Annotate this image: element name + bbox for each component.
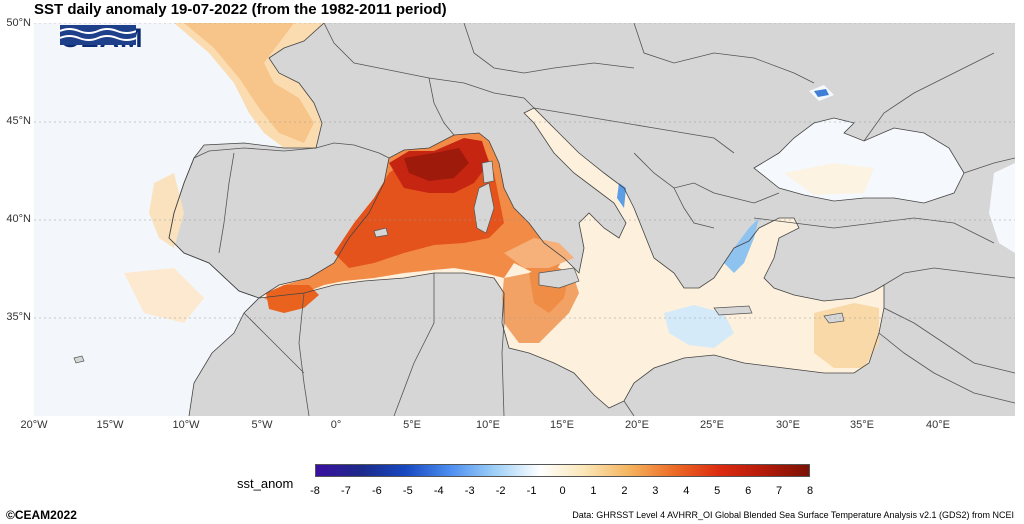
- colorbar-tick: 7: [776, 485, 783, 497]
- lon-label-20e: 20°E: [625, 419, 649, 431]
- alboran-warm: [266, 285, 319, 313]
- biscay-warm-zone: [184, 23, 314, 143]
- colorbar: [315, 464, 810, 477]
- colorbar-tick: -7: [341, 485, 351, 497]
- colorbar-tick: 8: [806, 485, 814, 497]
- atlantic-moroccan-warm: [124, 268, 204, 323]
- gulf-of-lion-hottest: [404, 148, 469, 181]
- colorbar-tick: -5: [402, 485, 413, 497]
- azov-cool: [814, 89, 829, 97]
- sardinia: [473, 182, 495, 234]
- atlantic-ocean: [34, 23, 324, 416]
- map-area: CEAM: [34, 23, 1015, 416]
- page-title: SST daily anomaly 19-07-2022 (from the 1…: [34, 1, 447, 18]
- lon-label-5e: 5°E: [403, 419, 421, 431]
- mallorca: [373, 227, 389, 238]
- lon-label-30e: 30°E: [776, 419, 800, 431]
- colorbar-label: sst_anom: [237, 476, 294, 491]
- caspian-edge: [989, 163, 1015, 253]
- colorbar-tick: 6: [745, 485, 752, 497]
- colorbar-tick: 5: [714, 485, 721, 497]
- lon-label-35e: 35°E: [850, 419, 874, 431]
- lon-label-20w: 20°W: [20, 419, 48, 431]
- coastlines: [168, 23, 965, 416]
- colorbar-tick: -6: [371, 485, 382, 497]
- lon-label-40e: 40°E: [926, 419, 950, 431]
- lon-label-15w: 15°W: [96, 419, 124, 431]
- anomaly-map: [34, 23, 1015, 416]
- lon-label-25e: 25°E: [700, 419, 724, 431]
- lat-label-50n: 50°N: [6, 17, 31, 29]
- lat-label-40n: 40°N: [6, 213, 31, 225]
- lon-label-10e: 10°E: [476, 419, 500, 431]
- sicily: [538, 267, 580, 289]
- aegean-cool: [724, 218, 759, 273]
- colorbar-tick: -4: [433, 485, 444, 497]
- colorbar-tick: -3: [464, 485, 475, 497]
- colorbar-tick: 1: [590, 485, 597, 497]
- colorbar-tick: 4: [683, 485, 690, 497]
- lat-label-35n: 35°N: [6, 311, 31, 323]
- adriatic-cool-spot: [617, 183, 626, 208]
- ionian-cool: [664, 305, 734, 348]
- lat-label-45n: 45°N: [6, 115, 31, 127]
- lon-label-0: 0°: [330, 419, 342, 431]
- madeira: [73, 355, 85, 364]
- lon-label-15e: 15°E: [550, 419, 574, 431]
- portugal-coast-warm: [149, 173, 184, 248]
- colorbar-tick: -8: [310, 485, 320, 497]
- colorbar-tick: -1: [526, 485, 537, 497]
- graticule: [34, 23, 1015, 319]
- copyright-text: ©CEAM2022: [6, 508, 77, 522]
- colorbar-tick: -2: [495, 485, 506, 497]
- lon-label-10w: 10°W: [172, 419, 200, 431]
- corsica: [481, 160, 495, 184]
- colorbar-tick: 2: [621, 485, 628, 497]
- data-source-text: Data: GHRSST Level 4 AVHRR_OI Global Ble…: [572, 510, 1014, 520]
- waves-icon: [60, 25, 136, 45]
- ceam-logo: CEAM: [60, 25, 143, 75]
- colorbar-tick: 3: [652, 485, 659, 497]
- black-sea-warm: [784, 163, 874, 195]
- tyrrhenian-south-warm: [504, 238, 574, 268]
- levantine-warm: [814, 303, 879, 368]
- lon-label-5w: 5°W: [251, 419, 273, 431]
- colorbar-tick: 0: [559, 485, 566, 497]
- crete: [713, 305, 753, 316]
